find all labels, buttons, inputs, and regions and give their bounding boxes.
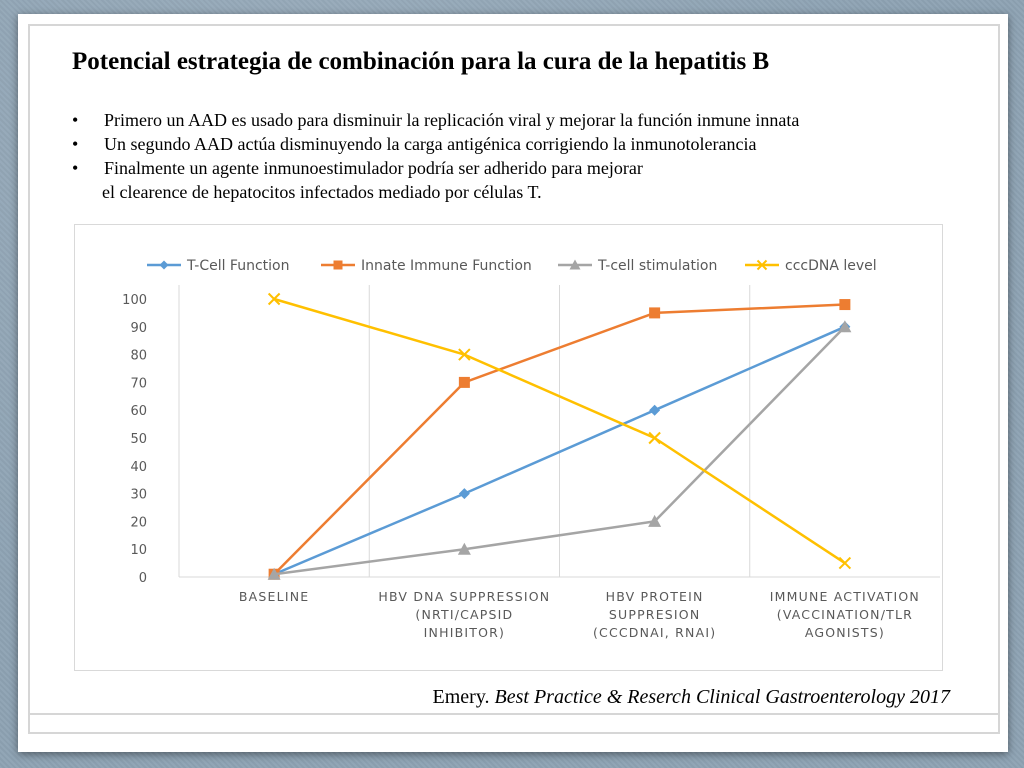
data-point <box>457 542 471 555</box>
citation-author: Emery. <box>432 686 490 708</box>
series-line <box>273 325 846 576</box>
y-tick-label: 60 <box>130 404 147 419</box>
y-tick-label: 100 <box>122 293 147 308</box>
bullet-continuation: el clearence de hepatocitos infectados m… <box>70 180 970 204</box>
slide-title: Potencial estrategia de combinación para… <box>72 48 770 75</box>
x-tick-label: INHIBITOR) <box>424 625 505 640</box>
legend-label: cccDNA level <box>785 258 877 274</box>
y-tick-label: 70 <box>130 376 147 391</box>
x-tick-label: SUPPRESION <box>609 607 701 622</box>
data-point <box>648 514 662 527</box>
y-tick-label: 0 <box>139 571 147 586</box>
data-point <box>458 488 470 500</box>
x-tick-label: HBV PROTEIN <box>606 589 704 604</box>
data-point <box>838 320 852 333</box>
legend-swatch-marker <box>159 260 169 270</box>
series-line <box>273 303 845 576</box>
data-point <box>838 556 852 570</box>
x-marker-stroke <box>267 292 281 306</box>
x-tick-label: IMMUNE ACTIVATION <box>770 589 920 604</box>
series-line <box>273 325 846 576</box>
bullet-marker: • <box>72 158 79 178</box>
data-point <box>458 348 471 361</box>
data-point <box>458 376 470 388</box>
x-tick-label: (CCCDNAI, RNAI) <box>593 625 716 640</box>
bullet-item: • Un segundo AAD actúa disminuyendo la ca… <box>70 132 970 156</box>
x-tick-label: BASELINE <box>239 589 309 604</box>
chart-canvas: 0 10 20 30 40 50 60 70 80 90 100 BASELINE HBV DNA SU… <box>122 258 940 640</box>
legend-swatch-marker <box>569 259 581 270</box>
legend-swatch-marker <box>756 259 768 271</box>
x-tick-label: (VACCINATION/TLR <box>777 607 913 622</box>
y-tick-label: 90 <box>130 321 147 336</box>
legend-label: T-Cell Function <box>186 258 289 274</box>
x-marker-stroke <box>838 556 852 570</box>
x-marker-stroke <box>648 431 661 445</box>
citation-source: Best Practice & Reserch Clinical Gastroe… <box>494 686 950 708</box>
data-point <box>267 567 281 580</box>
y-tick-label: 80 <box>130 349 147 364</box>
series-line <box>273 297 846 565</box>
x-marker-stroke <box>458 348 471 361</box>
y-tick-label: 30 <box>130 488 147 503</box>
data-point <box>648 431 661 445</box>
data-point <box>267 292 281 306</box>
bullet-list: • Primero un AAD es usado para disminuir … <box>70 108 970 204</box>
y-tick-label: 20 <box>130 515 147 530</box>
x-marker-stroke <box>756 259 768 271</box>
bullet-item: • Finalmente un agente inmunoestimulador … <box>70 156 970 180</box>
bullet-text: Finalmente un agente inmunoestimulador p… <box>104 158 643 178</box>
line-chart: 0 10 20 30 40 50 60 70 80 90 100 BASELINE HBV DNA SU… <box>74 224 943 671</box>
y-tick-label: 40 <box>130 460 147 475</box>
x-tick-label: (NRTI/CAPSID <box>415 607 513 622</box>
legend-label: Innate Immune Function <box>361 258 532 274</box>
bullet-text: el clearence de hepatocitos infectados m… <box>102 182 542 202</box>
bullet-item: • Primero un AAD es usado para disminuir … <box>70 108 970 132</box>
data-point <box>649 404 661 416</box>
y-tick-label: 10 <box>130 543 147 558</box>
slide: Potencial estrategia de combinación para… <box>18 14 1008 752</box>
x-tick-label: HBV DNA SUPPRESSION <box>378 589 550 604</box>
legend-label: T-cell stimulation <box>597 258 717 274</box>
y-tick-label: 50 <box>130 432 147 447</box>
data-point <box>839 299 851 311</box>
footer-divider <box>28 713 1000 715</box>
x-tick-label: AGONISTS) <box>805 625 885 640</box>
data-point <box>649 307 661 319</box>
legend-swatch-marker <box>333 260 343 270</box>
bullet-text: Un segundo AAD actúa disminuyendo la car… <box>104 134 757 154</box>
bullet-text: Primero un AAD es usado para disminuir l… <box>104 110 800 130</box>
bullet-marker: • <box>72 134 79 154</box>
bullet-marker: • <box>72 110 79 130</box>
slide-frame <box>28 24 1000 734</box>
citation: Emery. Best Practice & Reserch Clinical … <box>433 686 950 709</box>
